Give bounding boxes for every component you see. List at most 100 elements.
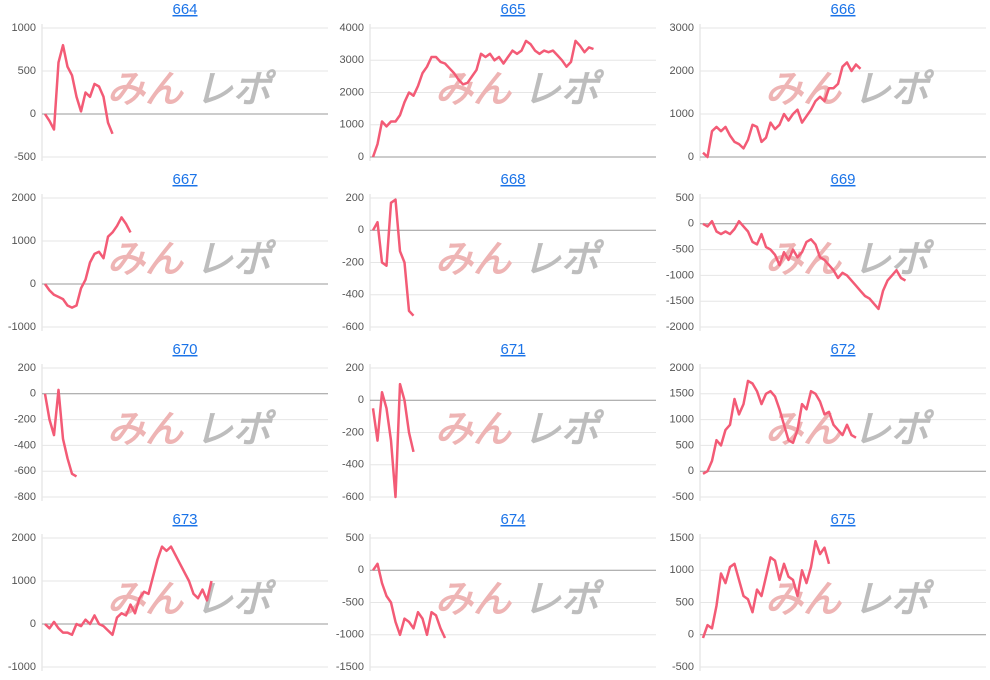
watermark: レポ bbox=[195, 579, 277, 621]
watermark: みん bbox=[107, 69, 184, 111]
watermark: レポ bbox=[523, 579, 605, 621]
watermark: みん bbox=[765, 579, 842, 621]
watermark: レポ bbox=[195, 409, 277, 451]
y-tick-label: 500 bbox=[676, 596, 694, 608]
y-tick-label: -200 bbox=[342, 426, 364, 438]
y-tick-label: 0 bbox=[688, 218, 694, 230]
y-tick-label: -400 bbox=[14, 439, 36, 451]
watermark: みん bbox=[435, 409, 512, 451]
chart-title[interactable]: 671 bbox=[500, 341, 525, 358]
y-tick-label: 1000 bbox=[340, 119, 364, 131]
data-line bbox=[43, 388, 78, 478]
y-tick-label: 2000 bbox=[340, 86, 364, 98]
y-tick-label: -1000 bbox=[8, 661, 36, 673]
y-tick-label: 1500 bbox=[670, 388, 694, 400]
watermark: みん bbox=[765, 69, 842, 111]
y-tick-label: 1000 bbox=[670, 108, 694, 120]
y-tick-label: 500 bbox=[676, 192, 694, 204]
data-line bbox=[44, 545, 213, 637]
chart-title[interactable]: 665 bbox=[500, 1, 525, 18]
y-tick-label: 1000 bbox=[670, 564, 694, 576]
y-tick-label: -200 bbox=[14, 414, 36, 426]
y-tick-label: -500 bbox=[672, 244, 694, 256]
y-tick-label: 0 bbox=[30, 388, 36, 400]
y-tick-label: -1000 bbox=[666, 269, 694, 281]
y-tick-label: -200 bbox=[342, 256, 364, 268]
y-tick-label: -600 bbox=[342, 491, 364, 503]
y-tick-label: 1000 bbox=[670, 414, 694, 426]
y-tick-label: 0 bbox=[688, 629, 694, 641]
y-tick-label: -500 bbox=[672, 491, 694, 503]
data-line bbox=[701, 539, 831, 639]
y-tick-label: 1000 bbox=[12, 235, 36, 247]
chart-title[interactable]: 672 bbox=[830, 341, 855, 358]
y-tick-label: -800 bbox=[14, 491, 36, 503]
y-tick-label: -1500 bbox=[336, 661, 364, 673]
watermark: レポ bbox=[523, 69, 605, 111]
watermark: レポ bbox=[853, 69, 935, 111]
data-line bbox=[702, 219, 907, 311]
y-tick-label: -1000 bbox=[336, 629, 364, 641]
data-line bbox=[702, 61, 862, 159]
y-tick-label: 0 bbox=[358, 224, 364, 236]
y-tick-label: 0 bbox=[30, 108, 36, 120]
y-tick-label: 4000 bbox=[340, 22, 364, 34]
y-tick-label: -400 bbox=[342, 459, 364, 471]
chart-title[interactable]: 674 bbox=[500, 511, 525, 528]
y-tick-label: -500 bbox=[672, 661, 694, 673]
chart-title[interactable]: 668 bbox=[500, 171, 525, 188]
y-tick-label: 500 bbox=[18, 65, 36, 77]
chart-title[interactable]: 675 bbox=[830, 511, 855, 528]
y-tick-label: 0 bbox=[358, 151, 364, 163]
data-line bbox=[371, 198, 415, 317]
y-tick-label: 2000 bbox=[12, 532, 36, 544]
y-tick-label: 0 bbox=[30, 618, 36, 630]
y-tick-label: -1000 bbox=[8, 321, 36, 333]
data-line bbox=[371, 39, 594, 158]
y-tick-label: -400 bbox=[342, 289, 364, 301]
y-tick-label: 500 bbox=[676, 439, 694, 451]
watermark: みん bbox=[107, 239, 184, 281]
watermark: みん bbox=[107, 409, 184, 451]
data-line bbox=[43, 216, 132, 309]
watermark: レポ bbox=[523, 239, 605, 281]
watermark: みん bbox=[435, 239, 512, 281]
chart-title[interactable]: 664 bbox=[172, 1, 197, 18]
y-tick-label: 200 bbox=[346, 192, 364, 204]
y-tick-label: 2000 bbox=[670, 65, 694, 77]
watermark: レポ bbox=[853, 409, 935, 451]
y-tick-label: -600 bbox=[342, 321, 364, 333]
y-tick-label: 2000 bbox=[670, 362, 694, 374]
chart-title[interactable]: 666 bbox=[830, 1, 855, 18]
y-tick-label: 2000 bbox=[12, 192, 36, 204]
y-tick-label: 3000 bbox=[340, 54, 364, 66]
chart-title[interactable]: 669 bbox=[830, 171, 855, 188]
watermark: レポ bbox=[195, 69, 277, 111]
data-line bbox=[371, 382, 415, 499]
y-tick-label: 1000 bbox=[12, 22, 36, 34]
y-tick-label: -2000 bbox=[666, 321, 694, 333]
chart-title[interactable]: 673 bbox=[172, 511, 197, 528]
data-line bbox=[371, 562, 447, 639]
chart-title[interactable]: 667 bbox=[172, 171, 197, 188]
y-tick-label: 200 bbox=[18, 362, 36, 374]
y-tick-label: 3000 bbox=[670, 22, 694, 34]
y-tick-label: 500 bbox=[346, 532, 364, 544]
chart-title[interactable]: 670 bbox=[172, 341, 197, 358]
y-tick-label: 0 bbox=[358, 564, 364, 576]
watermark: レポ bbox=[853, 579, 935, 621]
y-tick-label: -500 bbox=[342, 596, 364, 608]
y-tick-label: 200 bbox=[346, 362, 364, 374]
y-tick-label: 0 bbox=[688, 151, 694, 163]
y-tick-label: -500 bbox=[14, 151, 36, 163]
data-line bbox=[702, 379, 857, 475]
watermark: みん bbox=[435, 579, 512, 621]
y-tick-label: 0 bbox=[358, 394, 364, 406]
y-tick-label: -600 bbox=[14, 465, 36, 477]
y-tick-label: 1000 bbox=[12, 575, 36, 587]
y-tick-label: 0 bbox=[30, 278, 36, 290]
y-tick-label: 1500 bbox=[670, 532, 694, 544]
y-tick-label: 0 bbox=[688, 465, 694, 477]
watermark: レポ bbox=[195, 239, 277, 281]
